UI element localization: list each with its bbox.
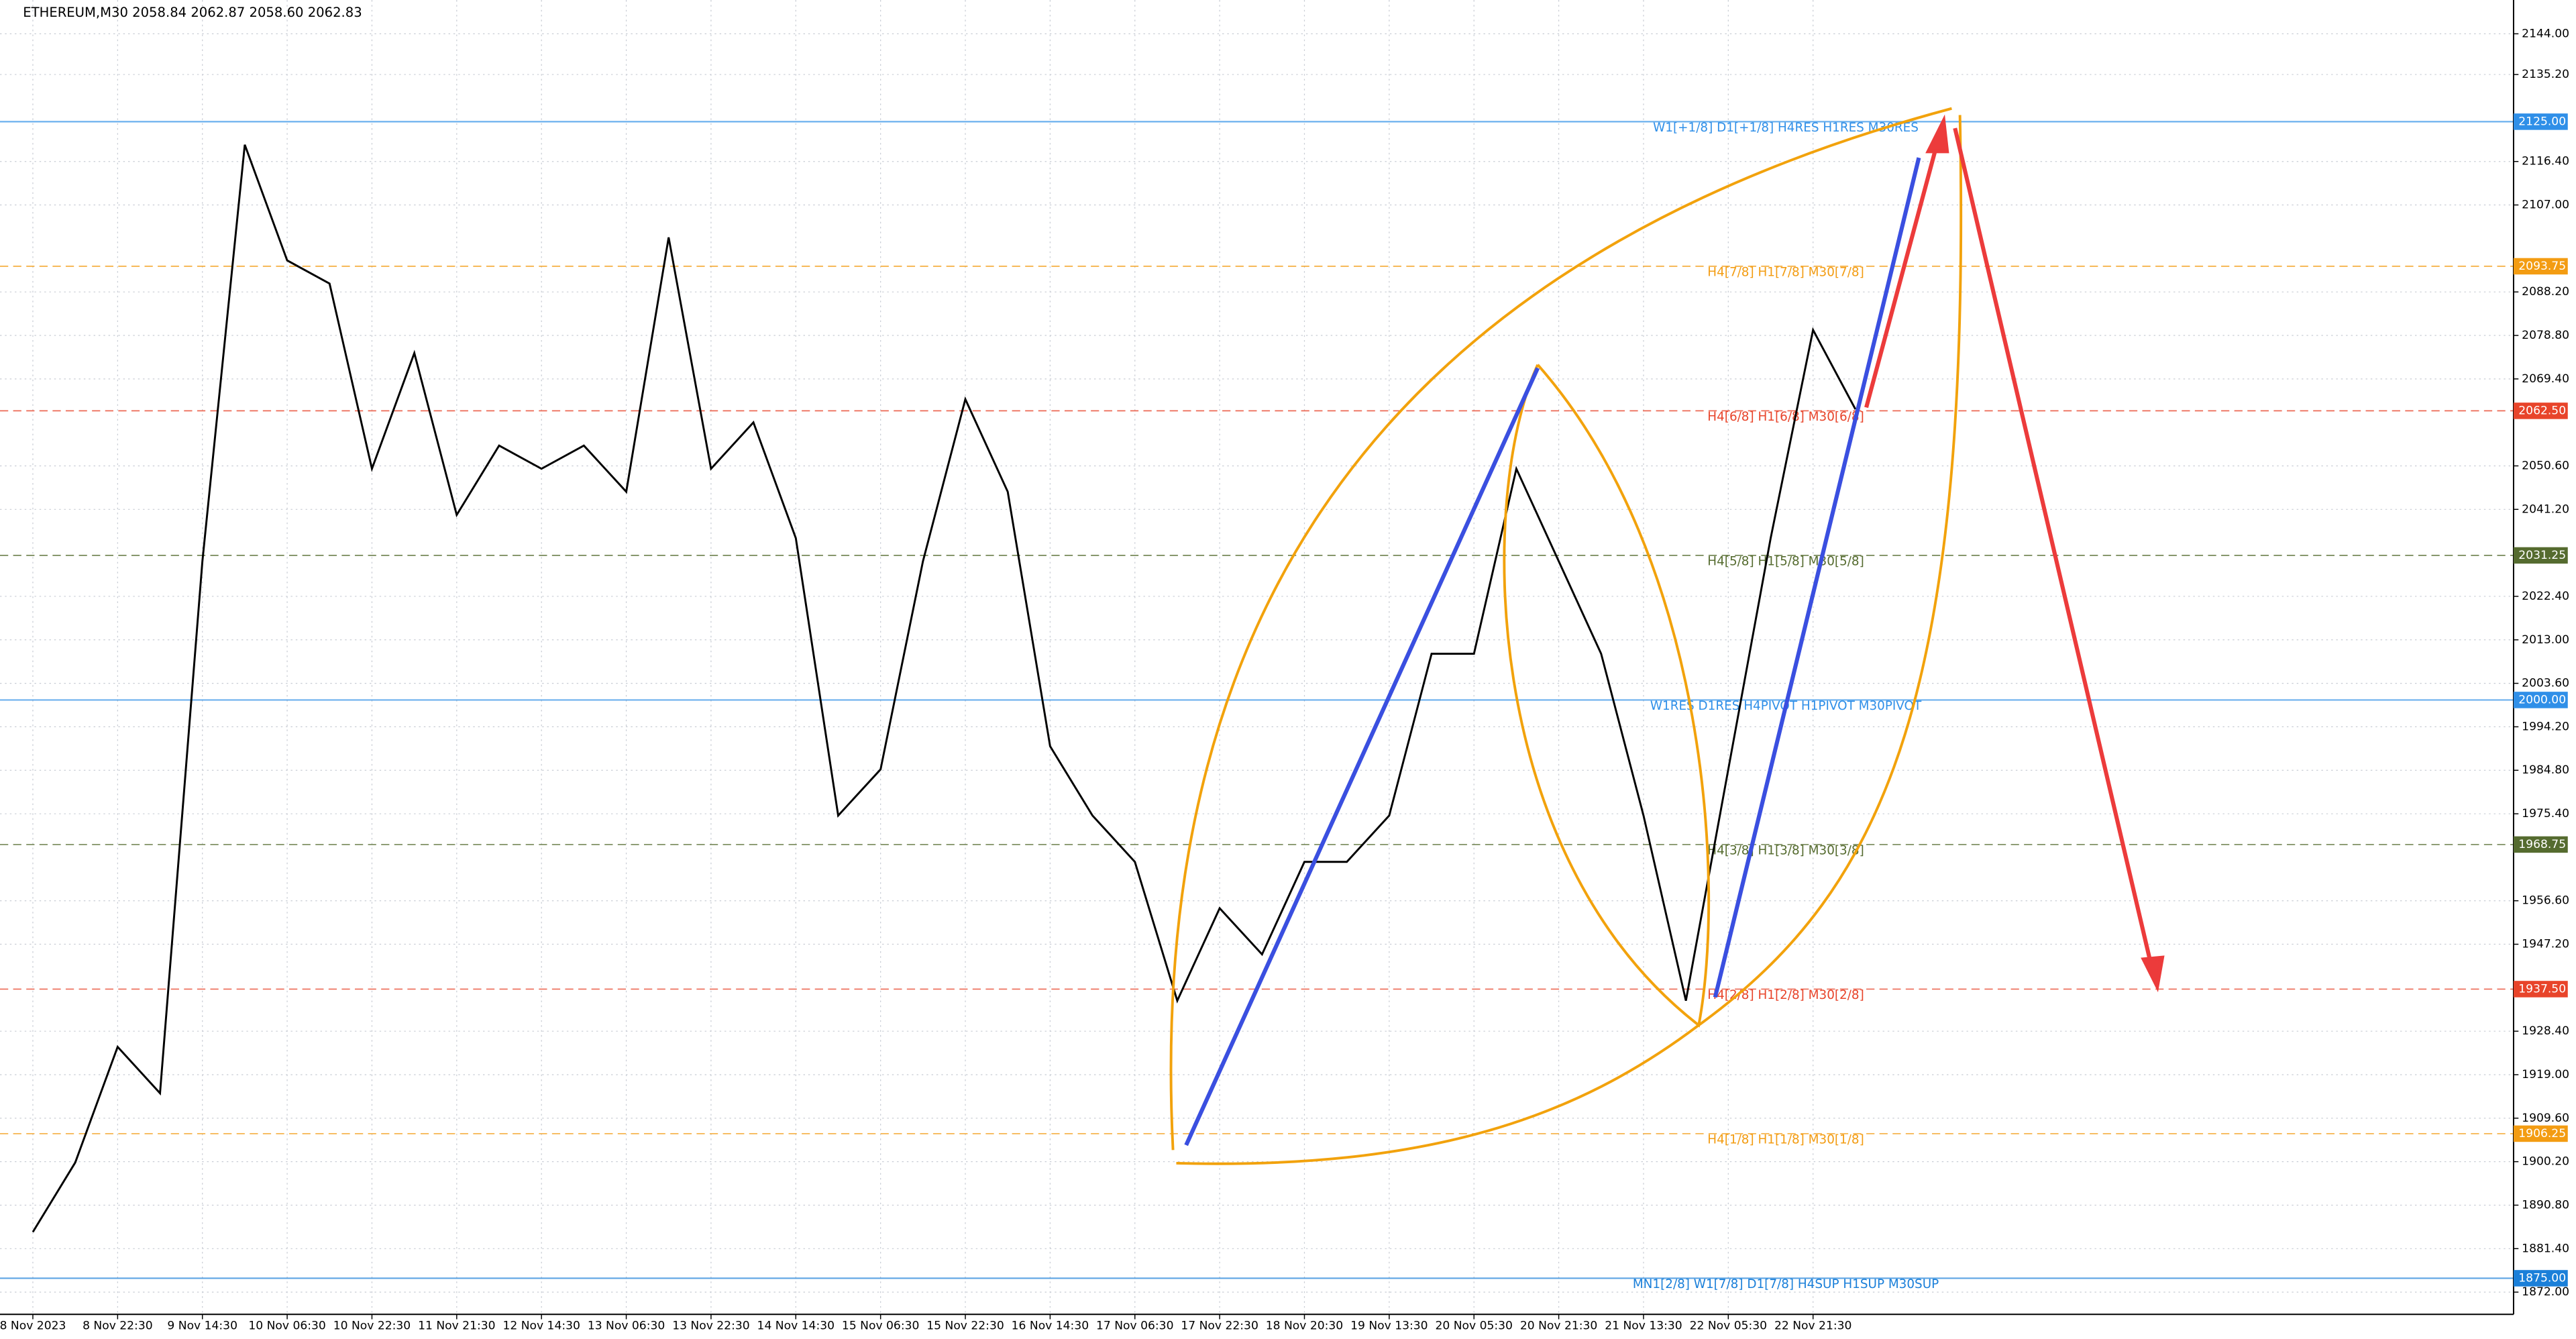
level-price-box xyxy=(2513,692,2568,708)
level-price-box xyxy=(2513,403,2568,419)
chart-title: ETHEREUM,M30 2058.84 2062.87 2058.60 206… xyxy=(23,5,362,20)
orange-arcs xyxy=(1169,107,1963,1165)
x-tick-label: 11 Nov 21:30 xyxy=(418,1319,495,1332)
y-tick-label: 1881.40 xyxy=(2522,1242,2569,1255)
grid xyxy=(0,0,2514,1315)
level-price-label: 2062.50 xyxy=(2518,404,2566,417)
x-tick-label: 13 Nov 06:30 xyxy=(588,1319,665,1332)
level-price-label: 2125.00 xyxy=(2518,115,2566,128)
y-tick-label: 2041.20 xyxy=(2522,502,2569,516)
axes: 2144.00 2135.20 2116.40 2107.00 2088.20 2078.… xyxy=(0,27,2569,1332)
x-tick-label: 10 Nov 22:30 xyxy=(333,1319,411,1332)
y-tick-label: 1994.20 xyxy=(2522,720,2569,733)
level-text: H4[2/8] H1[2/8] M30[2/8] xyxy=(1707,988,1864,1002)
y-tick-label: 2078.80 xyxy=(2522,329,2569,342)
level-price-box xyxy=(2513,1270,2568,1287)
x-tick-label: 22 Nov 21:30 xyxy=(1774,1319,1851,1332)
arrow xyxy=(1864,137,1941,409)
level-text: MN1[2/8] W1[7/8] D1[7/8] H4SUP H1SUP M30… xyxy=(1633,1277,1939,1291)
arrow-head xyxy=(2141,955,2165,993)
y-tick-label: 2144.00 xyxy=(2522,27,2569,40)
x-tick-label: 18 Nov 20:30 xyxy=(1266,1319,1343,1332)
y-tick-label: 1909.60 xyxy=(2522,1112,2569,1125)
level-text: W1[+1/8] D1[+1/8] H4RES H1RES M30RES xyxy=(1653,121,1919,135)
y-tick-label: 1900.20 xyxy=(2522,1155,2569,1169)
x-tick-label: 15 Nov 06:30 xyxy=(842,1319,919,1332)
y-tick-label: 2116.40 xyxy=(2522,155,2569,168)
x-tick-label: 10 Nov 06:30 xyxy=(248,1319,325,1332)
arc xyxy=(1176,115,1963,1165)
y-tick-label: 1956.60 xyxy=(2522,894,2569,908)
y-tick-label: 2050.60 xyxy=(2522,459,2569,472)
trend-line xyxy=(1184,367,1540,1146)
y-tick-label: 1984.80 xyxy=(2522,763,2569,777)
x-tick-label: 19 Nov 13:30 xyxy=(1350,1319,1428,1332)
y-tick-label: 2069.40 xyxy=(2522,372,2569,386)
level-price-label: 2093.75 xyxy=(2518,260,2566,273)
trend-line xyxy=(1713,157,1921,998)
x-tick-label: 16 Nov 14:30 xyxy=(1012,1319,1089,1332)
x-tick-label: 13 Nov 22:30 xyxy=(672,1319,749,1332)
price-line xyxy=(32,144,1857,1233)
x-tick-label: 9 Nov 14:30 xyxy=(167,1319,237,1332)
y-tick-label: 1890.80 xyxy=(2522,1198,2569,1212)
level-price-box xyxy=(2513,1125,2568,1142)
arrow xyxy=(1953,127,2155,970)
x-tick-label: 17 Nov 22:30 xyxy=(1181,1319,1258,1332)
price xyxy=(32,144,1857,1233)
x-tick-label: 8 Nov 22:30 xyxy=(83,1319,153,1332)
y-tick-label: 2088.20 xyxy=(2522,285,2569,299)
y-tick-label: 2003.60 xyxy=(2522,677,2569,690)
level-price-box xyxy=(2513,113,2568,130)
x-tick-label: 15 Nov 22:30 xyxy=(926,1319,1004,1332)
level-price-label: 1906.25 xyxy=(2518,1127,2566,1140)
level-price-box xyxy=(2513,981,2568,998)
level-price-label: 1875.00 xyxy=(2518,1271,2566,1285)
x-tick-label: 14 Nov 14:30 xyxy=(757,1319,835,1332)
arc xyxy=(1503,364,1711,1028)
red-arrows xyxy=(1864,114,2165,993)
level-text: H4[5/8] H1[5/8] M30[5/8] xyxy=(1707,555,1864,569)
level-price-label: 2031.25 xyxy=(2518,549,2566,562)
x-tick-label: 12 Nov 14:30 xyxy=(502,1319,580,1332)
level-text: H4[7/8] H1[7/8] M30[7/8] xyxy=(1707,266,1864,280)
level-price-label: 2000.00 xyxy=(2518,693,2566,706)
level-price-label: 1937.50 xyxy=(2518,982,2566,996)
y-tick-label: 2022.40 xyxy=(2522,590,2569,603)
level-price-box xyxy=(2513,258,2568,275)
y-tick-label: 1928.40 xyxy=(2522,1024,2569,1038)
x-tick-label: 17 Nov 06:30 xyxy=(1096,1319,1173,1332)
y-tick-label: 1872.00 xyxy=(2522,1285,2569,1299)
x-tick-label: 22 Nov 05:30 xyxy=(1690,1319,1767,1332)
y-tick-label: 2013.00 xyxy=(2522,633,2569,647)
arc xyxy=(1169,107,1952,1150)
level-text: H4[6/8] H1[6/8] M30[6/8] xyxy=(1707,410,1864,424)
arrow-head xyxy=(1925,114,1949,154)
y-tick-label: 2107.00 xyxy=(2522,199,2569,212)
blue-lines xyxy=(1184,157,1921,1146)
x-tick-label: 21 Nov 13:30 xyxy=(1605,1319,1682,1332)
x-tick-label: 20 Nov 21:30 xyxy=(1520,1319,1597,1332)
y-tick-label: 1947.20 xyxy=(2522,938,2569,951)
level-text: H4[3/8] H1[3/8] M30[3/8] xyxy=(1707,844,1864,858)
x-tick-label: 20 Nov 05:30 xyxy=(1435,1319,1512,1332)
level-price-label: 1968.75 xyxy=(2518,838,2566,851)
x-tick-label: 8 Nov 2023 xyxy=(0,1319,66,1332)
y-tick-label: 2135.20 xyxy=(2522,68,2569,81)
level-text: H4[1/8] H1[1/8] M30[1/8] xyxy=(1707,1133,1864,1147)
level-price-box xyxy=(2513,547,2568,564)
level-price-box xyxy=(2513,836,2568,853)
y-tick-label: 1975.40 xyxy=(2522,807,2569,820)
y-tick-label: 1919.00 xyxy=(2522,1068,2569,1081)
